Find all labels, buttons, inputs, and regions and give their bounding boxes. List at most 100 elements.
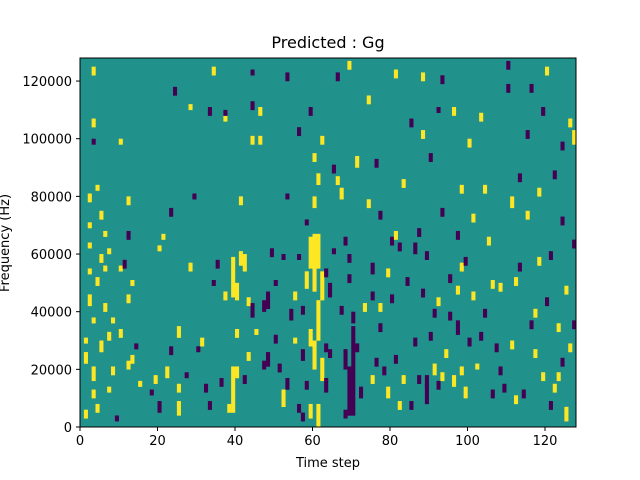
heatmap-cell-low [262, 360, 267, 370]
heatmap-cell-high [130, 354, 135, 364]
heatmap-cell-high [211, 66, 216, 76]
heatmap-cell-low [207, 401, 212, 410]
heatmap-cell-high [572, 130, 577, 145]
x-tick-label: 20 [149, 434, 166, 449]
heatmap-cell-low [304, 219, 309, 226]
y-tick-label: 40000 [31, 306, 72, 321]
heatmap-cell-low [324, 377, 329, 393]
heatmap-cell-low [335, 72, 340, 82]
heatmap-cell-high [316, 173, 321, 186]
heatmap-cell-low [521, 389, 526, 399]
heatmap-cell-low [250, 303, 255, 318]
heatmap-cell-high [421, 72, 426, 82]
heatmap-cell-high [83, 352, 88, 364]
heatmap-cell-low [413, 337, 418, 347]
heatmap-cell-low [397, 242, 402, 252]
heatmap-cell-high [320, 135, 325, 145]
heatmap-cell-low [463, 256, 468, 266]
heatmap-cell-high [126, 196, 131, 206]
heatmap-cell-low [169, 346, 174, 356]
heatmap-cell-low [351, 326, 356, 416]
heatmap-cell-low [378, 323, 383, 333]
heatmap-cell-high [347, 60, 352, 70]
heatmap-cell-high [533, 349, 538, 359]
heatmap-cell-high [463, 386, 468, 399]
heatmap-cell-high [432, 363, 437, 376]
heatmap-cell-low [269, 248, 274, 258]
heatmap-cell-high [568, 343, 573, 353]
heatmap-cell-high [246, 352, 251, 361]
heatmap-cell-high [238, 251, 243, 266]
heatmap-cell-low [421, 288, 426, 298]
heatmap-cell-high [176, 326, 181, 338]
heatmap-cell-high [293, 337, 298, 344]
heatmap-cell-high [126, 294, 131, 304]
heatmap-cell-high [541, 372, 546, 382]
heatmap-cell-high [126, 360, 131, 370]
heatmap-cell-low [169, 207, 174, 217]
heatmap-cell-low [211, 279, 216, 286]
heatmap-cell-high [564, 285, 569, 295]
heatmap-cell-high [223, 291, 228, 301]
heatmap-cell-high [320, 357, 325, 382]
heatmap-cell-high [107, 248, 112, 255]
x-tick-label: 60 [304, 434, 321, 449]
heatmap-cell-low [343, 236, 348, 246]
heatmap-cell-low [273, 334, 278, 344]
heatmap-cell-high [444, 349, 449, 359]
heatmap-cells [83, 58, 577, 428]
heatmap-cell-high [475, 363, 480, 370]
heatmap-cell-low [448, 274, 453, 284]
heatmap-cell-high [91, 118, 96, 128]
heatmap-cell-high [312, 340, 317, 370]
heatmap-cell-low [242, 375, 247, 384]
heatmap-cell-low [347, 366, 352, 416]
heatmap-cell-high [401, 179, 406, 188]
heatmap-cell-low [552, 170, 557, 180]
heatmap-cell-low [409, 401, 414, 410]
heatmap-cell-low [223, 109, 228, 116]
heatmap-cell-low [250, 101, 255, 111]
heatmap-cell-low [297, 403, 302, 413]
heatmap-cell-high [479, 112, 484, 122]
heatmap-cell-low [370, 291, 375, 301]
heatmap-cell-high [91, 66, 96, 76]
heatmap-cell-high [308, 328, 313, 347]
heatmap-cell-high [452, 375, 457, 387]
heatmap-cell-high [254, 328, 259, 335]
x-tick-label: 40 [227, 434, 244, 449]
heatmap-cell-high [514, 395, 519, 405]
heatmap-cell-high [312, 196, 317, 209]
heatmap-cell-high [440, 372, 445, 382]
heatmap-cell-low [440, 75, 445, 85]
heatmap-cell-high [250, 135, 255, 145]
plot-area [80, 58, 576, 427]
heatmap-cell-low [347, 274, 352, 284]
heatmap-cell-high [556, 323, 561, 333]
heatmap-cell-high [242, 254, 247, 272]
heatmap-cell-low [285, 377, 290, 390]
heatmap-cell-high [153, 375, 158, 384]
x-tick-label: 120 [533, 434, 558, 449]
chart-title: Predicted : Gg [271, 33, 384, 52]
heatmap-cell-high [91, 389, 96, 399]
heatmap-cell-low [300, 349, 305, 361]
heatmap-cell-low [413, 242, 418, 255]
heatmap-cell-high [188, 262, 193, 272]
heatmap-cell-high [320, 271, 325, 301]
heatmap-cell-low [266, 352, 271, 367]
heatmap-cell-low [331, 164, 336, 174]
heatmap-cell-high [200, 337, 205, 347]
heatmap-cell-high [91, 366, 96, 382]
heatmap-cell-low [347, 254, 352, 263]
heatmap-cell-low [432, 308, 437, 318]
heatmap-cell-low [390, 236, 395, 246]
heatmap-cell-high [91, 317, 96, 324]
heatmap-cell-low [126, 230, 131, 240]
heatmap-cell-high [227, 403, 232, 413]
heatmap-cell-high [130, 279, 135, 286]
heatmap-cell-low [207, 107, 212, 116]
heatmap-cell-low [436, 380, 441, 390]
heatmap-cell-low [494, 343, 499, 353]
heatmap-cell-high [161, 233, 166, 240]
